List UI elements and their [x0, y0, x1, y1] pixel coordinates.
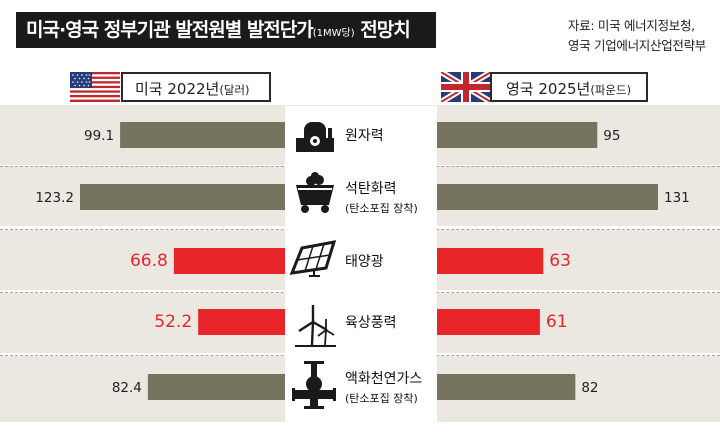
source-note: 자료: 미국 에너지정보청, 영국 기업에너지산업전략부 — [568, 16, 706, 56]
us-value-label: 82.4 — [112, 380, 142, 396]
title-tail: 전망치 — [354, 19, 410, 41]
uk-value-label: 95 — [603, 128, 620, 144]
us-value-label: 123.2 — [35, 190, 74, 206]
gas-pipe-icon — [292, 361, 336, 409]
category-note: (탄소포집 장착) — [345, 202, 418, 215]
source-line: 영국 기업에너지산업전략부 — [567, 38, 706, 53]
uk-value-label: 61 — [546, 312, 568, 332]
uk-bar — [437, 248, 544, 274]
us-value-label: 99.1 — [84, 128, 114, 144]
solar-panel-icon — [289, 240, 337, 277]
legend-us: 미국 2022년(달러) — [121, 72, 271, 102]
legend-uk: 영국 2025년(파운드) — [490, 72, 648, 102]
title-main: 미국·영국 정부기관 발전원별 발전단가 — [26, 19, 314, 41]
category-label: 태양광 — [345, 254, 384, 270]
us-bar — [198, 309, 285, 335]
nuclear-plant-icon — [296, 122, 334, 152]
us-value-label: 52.2 — [154, 312, 192, 332]
uk-value-label: 82 — [581, 380, 598, 396]
source-line: 자료: 미국 에너지정보청, — [567, 18, 695, 33]
category-label: 석탄화력 — [345, 181, 397, 197]
category-panel — [285, 106, 437, 424]
coal-cart-icon — [296, 172, 334, 213]
legend-us-unit: (달러) — [219, 83, 250, 97]
chart-title: 미국·영국 정부기관 발전원별 발전단가(1MW당) 전망치 — [16, 12, 436, 48]
us-value-label: 66.8 — [130, 251, 168, 271]
us-bar — [147, 374, 285, 400]
uk-bar — [437, 374, 576, 400]
legend-us-label: 미국 2022년 — [135, 80, 220, 98]
us-bar — [120, 122, 285, 148]
uk-flag-icon — [441, 72, 491, 102]
category-note: (탄소포집 장착) — [345, 392, 418, 405]
legend-uk-label: 영국 2025년 — [506, 80, 591, 98]
uk-bar — [437, 309, 540, 335]
uk-bar — [437, 122, 598, 148]
category-label: 육상풍력 — [345, 315, 397, 331]
category-label: 원자력 — [345, 128, 384, 144]
wind-turbine-icon — [295, 305, 336, 347]
uk-value-label: 63 — [549, 251, 571, 271]
category-label: 액화천연가스 — [345, 371, 422, 387]
us-bar — [173, 248, 285, 274]
us-flag-icon — [70, 72, 120, 102]
uk-value-label: 131 — [664, 190, 690, 206]
us-bar — [80, 184, 285, 210]
uk-bar — [437, 184, 658, 210]
legend-uk-unit: (파운드) — [590, 83, 632, 97]
title-unit: (1MW당) — [312, 28, 355, 39]
